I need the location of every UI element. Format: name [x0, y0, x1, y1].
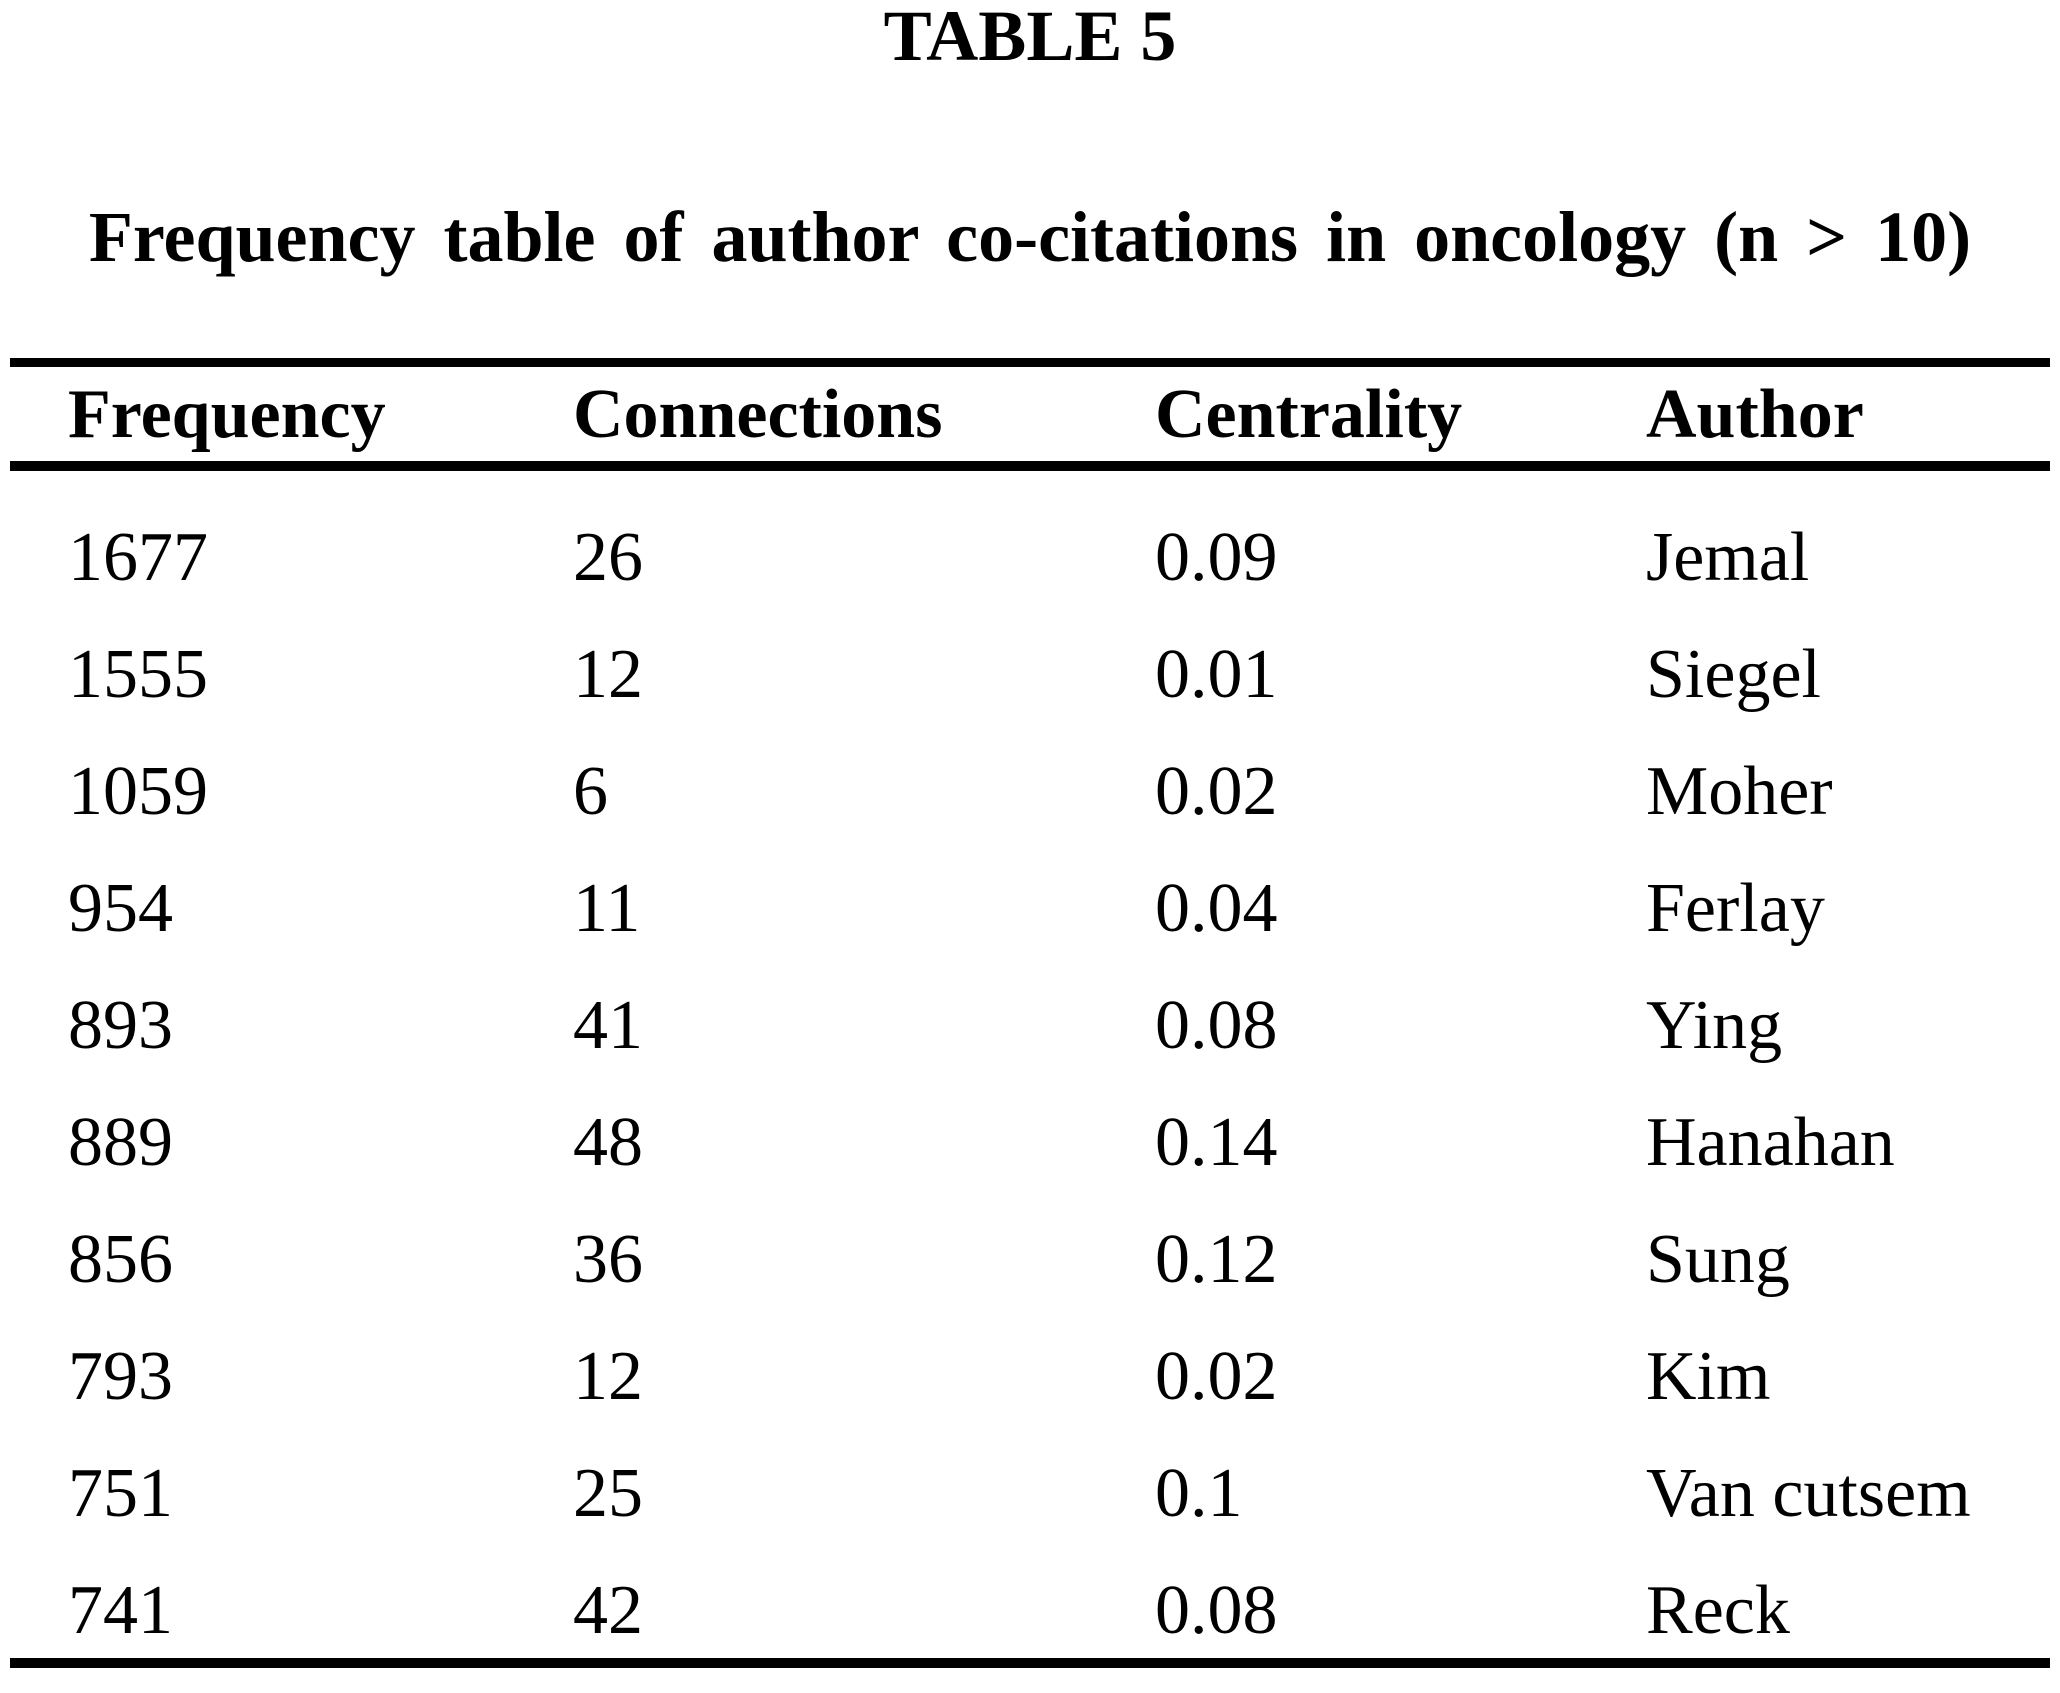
- cell-connections: 25: [573, 1455, 643, 1532]
- cell-centrality: 0.02: [1155, 753, 1278, 830]
- column-header-author: Author: [1646, 376, 1864, 453]
- cell-connections: 41: [573, 987, 643, 1064]
- cell-author: Sung: [1646, 1221, 1790, 1298]
- table-row: 889 48 0.14 Hanahan: [0, 1108, 2060, 1225]
- cell-frequency: 856: [68, 1221, 173, 1298]
- cell-frequency: 793: [68, 1338, 173, 1415]
- cell-author: Van cutsem: [1646, 1455, 1971, 1532]
- cell-author: Jemal: [1646, 519, 1810, 596]
- cell-centrality: 0.1: [1155, 1455, 1243, 1532]
- cell-connections: 11: [573, 870, 641, 947]
- table-row: 1677 26 0.09 Jemal: [0, 523, 2060, 640]
- cell-centrality: 0.08: [1155, 987, 1278, 1064]
- table-number-heading: TABLE 5: [883, 0, 1177, 76]
- table-row: 793 12 0.02 Kim: [0, 1342, 2060, 1459]
- cell-frequency: 889: [68, 1104, 173, 1181]
- cell-frequency: 751: [68, 1455, 173, 1532]
- cell-frequency: 1555: [68, 636, 208, 713]
- table-row: 954 11 0.04 Ferlay: [0, 874, 2060, 991]
- cell-frequency: 741: [68, 1572, 173, 1649]
- table-row: 1059 6 0.02 Moher: [0, 757, 2060, 874]
- table-row: 1555 12 0.01 Siegel: [0, 640, 2060, 757]
- table-caption: Frequency table of author co-citations i…: [88, 197, 1972, 277]
- cell-centrality: 0.09: [1155, 519, 1278, 596]
- cell-centrality: 0.08: [1155, 1572, 1278, 1649]
- column-header-frequency: Frequency: [68, 376, 386, 453]
- cell-author: Ying: [1646, 987, 1783, 1064]
- cell-frequency: 1059: [68, 753, 208, 830]
- cell-connections: 12: [573, 636, 643, 713]
- cell-centrality: 0.14: [1155, 1104, 1278, 1181]
- cell-centrality: 0.04: [1155, 870, 1278, 947]
- cell-frequency: 954: [68, 870, 173, 947]
- table-row: 856 36 0.12 Sung: [0, 1225, 2060, 1342]
- cell-author: Ferlay: [1646, 870, 1825, 947]
- cell-author: Siegel: [1646, 636, 1821, 713]
- table-top-rule: [10, 358, 2050, 367]
- column-header-connections: Connections: [573, 376, 943, 453]
- column-header-centrality: Centrality: [1155, 376, 1463, 453]
- table-body: 1677 26 0.09 Jemal 1555 12 0.01 Siegel 1…: [0, 523, 2060, 1693]
- cell-connections: 36: [573, 1221, 643, 1298]
- table-header-rule: [10, 461, 2050, 471]
- cell-centrality: 0.02: [1155, 1338, 1278, 1415]
- table-row: 751 25 0.1 Van cutsem: [0, 1459, 2060, 1576]
- table-header-row: Frequency Connections Centrality Author: [0, 380, 2060, 460]
- cell-centrality: 0.12: [1155, 1221, 1278, 1298]
- cell-frequency: 1677: [68, 519, 208, 596]
- table-row: 741 42 0.08 Reck: [0, 1576, 2060, 1693]
- cell-author: Kim: [1646, 1338, 1771, 1415]
- cell-author: Moher: [1646, 753, 1833, 830]
- cell-frequency: 893: [68, 987, 173, 1064]
- cell-connections: 42: [573, 1572, 643, 1649]
- cell-connections: 26: [573, 519, 643, 596]
- cell-connections: 48: [573, 1104, 643, 1181]
- cell-author: Hanahan: [1646, 1104, 1895, 1181]
- table-row: 893 41 0.08 Ying: [0, 991, 2060, 1108]
- cell-connections: 12: [573, 1338, 643, 1415]
- cell-connections: 6: [573, 753, 608, 830]
- cell-centrality: 0.01: [1155, 636, 1278, 713]
- table-bottom-rule: [10, 1658, 2050, 1668]
- cell-author: Reck: [1646, 1572, 1790, 1649]
